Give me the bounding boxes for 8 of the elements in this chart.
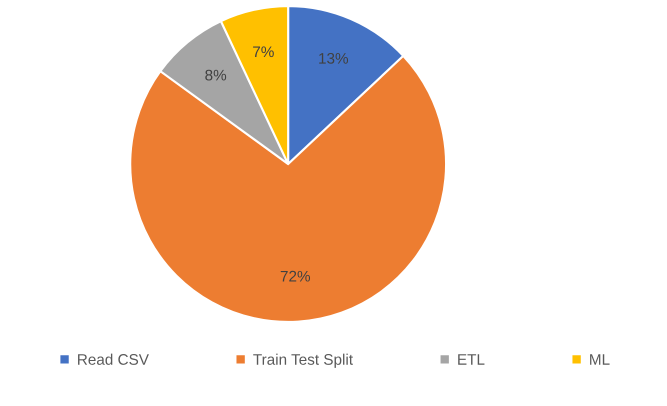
legend-label: ETL	[458, 354, 484, 365]
data-label: 8%	[205, 70, 226, 81]
data-label: 72%	[280, 270, 310, 282]
data-label: 7%	[253, 46, 274, 58]
legend-label: Train Test Split	[253, 354, 353, 368]
data-label: 13%	[319, 52, 348, 64]
legend-label: Read CSV	[78, 354, 149, 365]
legend-label: ML	[590, 354, 610, 365]
